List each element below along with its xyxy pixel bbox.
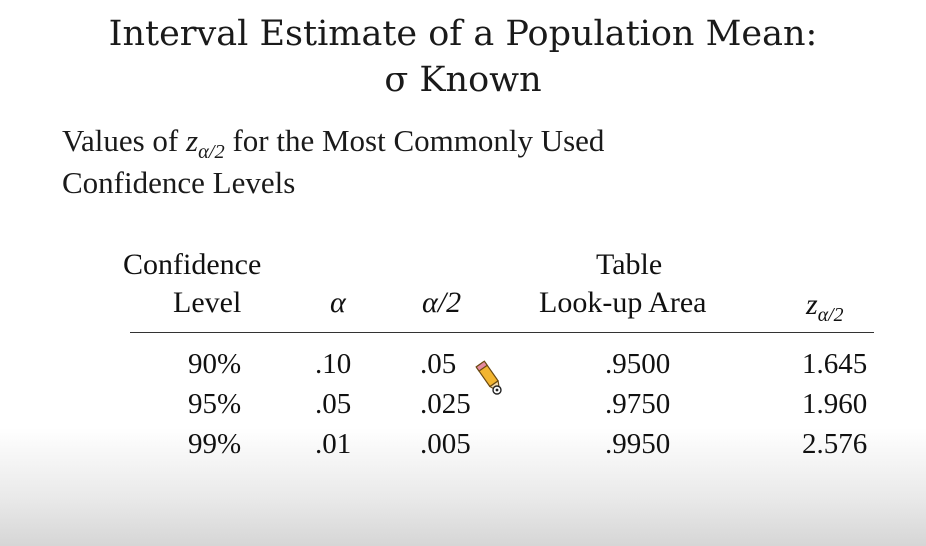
z-subscript: α/2: [198, 141, 225, 164]
header-z-subscript: α/2: [817, 303, 844, 326]
row1-z: 1.645: [802, 348, 868, 380]
row1-alpha-half: .05: [420, 348, 457, 380]
header-z-symbol: z: [806, 288, 818, 321]
row2-alpha: .05: [315, 388, 352, 420]
row1-area: .9500: [605, 348, 671, 380]
row3-alpha: .01: [315, 428, 352, 460]
header-lookup-line2: Look-up Area: [539, 286, 707, 319]
row2-area: .9750: [605, 388, 671, 420]
row3-alpha-half: .005: [420, 428, 471, 460]
row2-alpha-half: .025: [420, 388, 471, 420]
subtitle-text-before: Values of: [62, 123, 186, 158]
header-z: zα/2: [806, 288, 843, 332]
slide-title-line2: σ Known: [384, 60, 542, 100]
header-alpha-half: α/2: [422, 286, 462, 319]
subtitle-text-after: for the Most Commonly Used: [224, 123, 605, 158]
pencil-cursor-icon: [475, 360, 502, 395]
row2-level: 95%: [188, 388, 242, 420]
subtitle-line2: Confidence Levels: [62, 165, 296, 200]
header-lookup-line1: Table: [596, 248, 663, 281]
slide-title-line1: Interval Estimate of a Population Mean:: [108, 14, 818, 54]
header-rule: [130, 332, 874, 333]
header-alpha: α: [330, 286, 346, 319]
bottom-shadow: [0, 428, 926, 546]
row3-z: 2.576: [802, 428, 868, 460]
subtitle-line1: Values of zα/2 for the Most Commonly Use…: [62, 122, 604, 171]
header-confidence-line2: Level: [173, 286, 242, 319]
header-confidence-line1: Confidence: [123, 248, 262, 281]
row3-level: 99%: [188, 428, 242, 460]
row2-z: 1.960: [802, 388, 868, 420]
row1-level: 90%: [188, 348, 242, 380]
z-symbol: z: [185, 123, 199, 158]
row1-alpha: .10: [315, 348, 352, 380]
row3-area: .9950: [605, 428, 671, 460]
